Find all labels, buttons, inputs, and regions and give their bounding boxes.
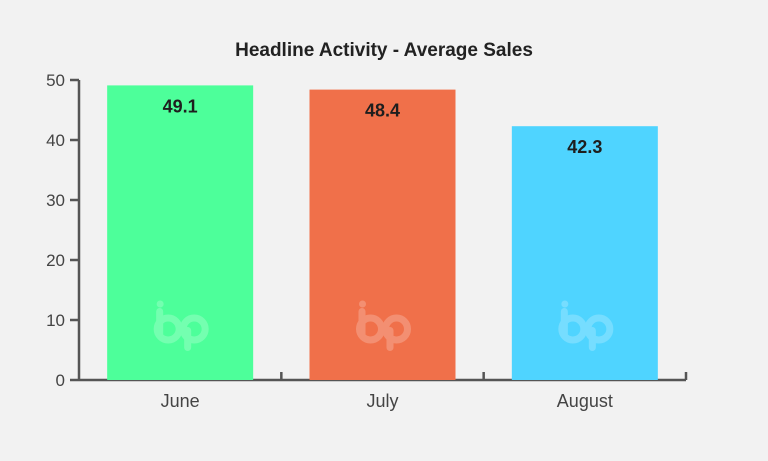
bp-logo-icon (153, 300, 209, 351)
x-category-label: June (161, 391, 200, 411)
y-tick-label: 30 (46, 191, 65, 210)
x-category-label: July (366, 391, 398, 411)
bar-july (309, 89, 456, 380)
y-tick-label: 20 (46, 251, 65, 270)
bar-august (511, 126, 658, 380)
y-tick-label: 50 (46, 71, 65, 90)
value-label: 42.3 (567, 137, 602, 157)
labels: 49.1 June 48.4 July 42.3 August (161, 96, 613, 411)
bp-logo-icon (558, 300, 614, 351)
bar-june (107, 85, 254, 381)
value-label: 48.4 (365, 101, 400, 121)
value-label: 49.1 (163, 96, 198, 116)
bp-logo-icon (356, 300, 411, 351)
bars (107, 85, 658, 381)
x-category-label: August (557, 391, 613, 411)
y-tick-label: 40 (46, 131, 65, 150)
y-tick-label: 0 (56, 371, 65, 390)
chart-title: Headline Activity - Average Sales (235, 40, 533, 61)
y-tick-label: 10 (46, 311, 65, 330)
